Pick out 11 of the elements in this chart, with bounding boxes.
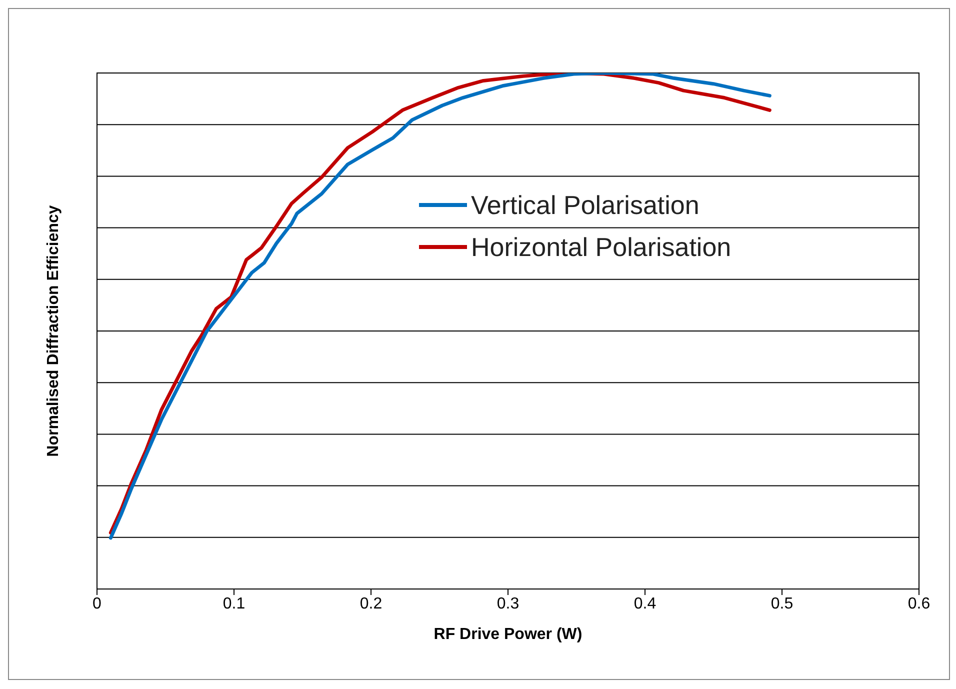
x-tick-label: 0 xyxy=(92,595,102,612)
x-tick-label: 0.1 xyxy=(222,595,246,612)
x-tick-label: 0.6 xyxy=(908,595,930,612)
legend-label: Vertical Polarisation xyxy=(471,190,700,220)
x-tick-label: 0.5 xyxy=(770,595,794,612)
y-axis-title: Normalised Diffraction Efficiency xyxy=(45,205,63,457)
legend-label: Horizontal Polarisation xyxy=(471,232,732,262)
x-tick-label: 0.4 xyxy=(634,595,656,612)
x-axis-title: RF Drive Power (W) xyxy=(434,626,582,643)
x-tick-label: 0.2 xyxy=(360,595,382,612)
x-tick-label: 0.3 xyxy=(496,595,520,612)
